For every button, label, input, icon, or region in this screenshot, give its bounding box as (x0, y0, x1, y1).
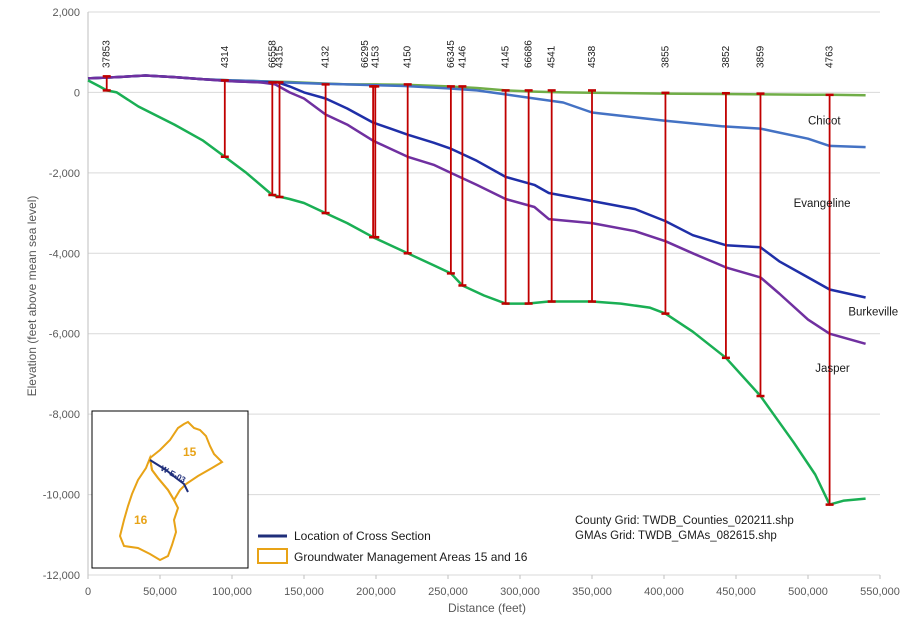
y-tick-label: 2,000 (52, 7, 80, 19)
well-label: 37853 (102, 40, 113, 68)
series-line-chicot_base (87, 74, 866, 149)
legend-cross-section-label: Location of Cross Section (294, 529, 431, 543)
unit-label: Chicot (808, 116, 841, 128)
y-tick-label: -2,000 (49, 168, 80, 180)
well-label: 4153 (370, 45, 381, 68)
well-label: 4541 (547, 45, 558, 68)
y-tick-label: -8,000 (49, 409, 80, 421)
y-tick-label: -6,000 (49, 329, 80, 341)
well-label: 4314 (220, 45, 231, 68)
unit-annotations: Chicot Evangeline Burkeville Jasper (794, 116, 899, 375)
y-tick-label: -10,000 (43, 490, 80, 502)
series-line-burkeville_base (87, 74, 866, 346)
unit-label: Evangeline (794, 198, 851, 210)
inset-label-15: 15 (183, 445, 197, 459)
y-axis-ticks: 2,000 0 -2,000 -4,000 -6,000 -8,000 -10,000 -12… (43, 7, 80, 582)
x-tick-label: 50,000 (143, 586, 177, 598)
inset-map: W-E-03 15 16 (91, 410, 249, 569)
well-label: 4146 (457, 45, 468, 68)
x-tick-label: 400,000 (644, 586, 684, 598)
inset-label-16: 16 (134, 513, 148, 527)
x-tick-label: 150,000 (284, 586, 324, 598)
well-label: 3855 (660, 45, 671, 68)
x-tick-label: 300,000 (500, 586, 540, 598)
well-label: 3859 (755, 45, 766, 68)
gma-grid-note: GMAs Grid: TWDB_GMAs_082615.shp (575, 530, 777, 542)
well-label: 66295 (360, 40, 371, 68)
well-label: 4538 (587, 45, 598, 68)
x-tick-label: 500,000 (788, 586, 828, 598)
series-line-jasper_base (87, 79, 866, 506)
x-tick-label: 250,000 (428, 586, 468, 598)
x-axis-ticks: 0 50,000 100,000 150,000 200,000 250,000 300,0… (85, 586, 900, 598)
well-label: 4763 (825, 45, 836, 68)
y-tick-label: -4,000 (49, 248, 80, 260)
x-tick-label: 0 (85, 586, 91, 598)
x-tick-label: 550,000 (860, 586, 900, 598)
well-label: 4315 (275, 45, 286, 68)
x-axis-title: Distance (feet) (448, 601, 526, 615)
well-label: 4150 (403, 45, 414, 68)
x-tick-label: 350,000 (572, 586, 612, 598)
x-tick-label: 450,000 (716, 586, 756, 598)
legend-gma-label: Groundwater Management Areas 15 and 16 (294, 550, 528, 564)
x-tick-label: 200,000 (356, 586, 396, 598)
gma-16-outline (118, 454, 180, 562)
legend-gma-swatch (257, 548, 288, 564)
unit-label: Jasper (815, 363, 850, 375)
well-label: 66345 (446, 40, 457, 68)
inset-map-frame (91, 410, 249, 569)
y-tick-label: -12,000 (43, 570, 80, 582)
well-label: 4145 (501, 45, 512, 68)
series-line-evangeline_base (87, 74, 866, 299)
y-tick-label: 0 (74, 87, 80, 99)
well-label: 4132 (321, 45, 332, 68)
y-axis-title: Elevation (feet above mean sea level) (25, 196, 39, 397)
well-label: 66558 (267, 40, 278, 68)
well-label: 66686 (524, 40, 535, 68)
county-grid-note: County Grid: TWDB_Counties_020211.shp (575, 515, 794, 527)
well-label: 3852 (721, 45, 732, 68)
x-tick-label: 100,000 (212, 586, 252, 598)
legend: Location of Cross Section Groundwater Ma… (257, 529, 528, 564)
inset-cross-section-line (149, 459, 189, 493)
unit-label: Burkeville (848, 307, 898, 319)
